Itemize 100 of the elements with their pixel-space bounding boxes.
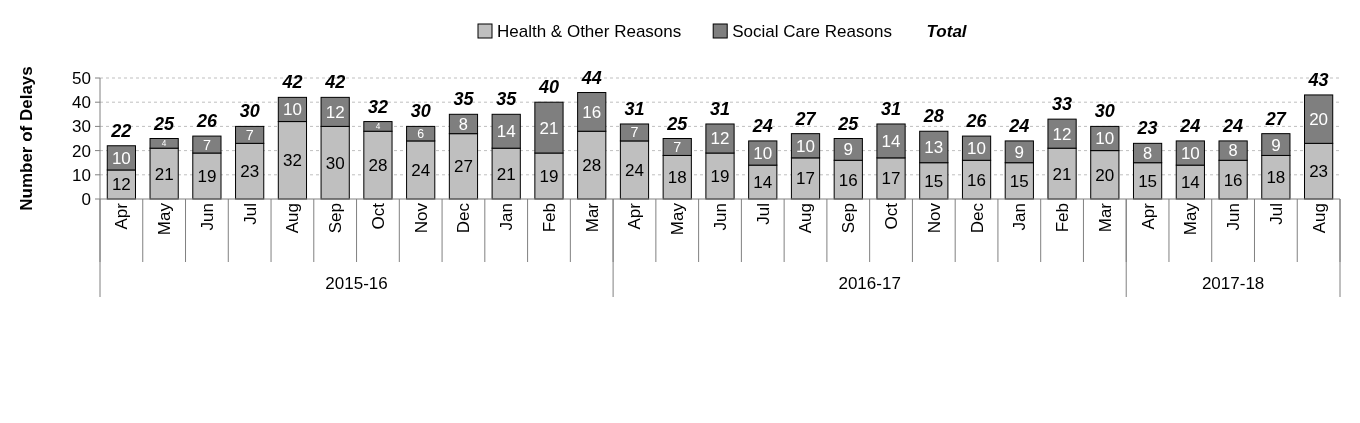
data-label: 12 — [1052, 124, 1072, 144]
x-tick-label: Jun — [1224, 203, 1244, 231]
data-label: 4 — [161, 139, 167, 149]
data-label: 15 — [924, 171, 944, 191]
x-tick-label: Dec — [967, 202, 987, 234]
data-label: 8 — [458, 114, 469, 133]
y-tick-label: 20 — [72, 141, 91, 161]
data-label: 16 — [838, 170, 858, 190]
total-label: 25 — [153, 113, 176, 134]
data-label: 18 — [1266, 168, 1286, 188]
total-label: 28 — [922, 106, 944, 127]
total-label: 27 — [794, 108, 817, 129]
data-label: 20 — [1309, 110, 1329, 130]
data-label: 28 — [582, 156, 602, 176]
total-label: 44 — [580, 67, 602, 88]
data-label: 14 — [753, 173, 773, 193]
data-label: 10 — [1180, 143, 1200, 163]
data-label: 18 — [667, 168, 687, 188]
total-label: 24 — [1008, 115, 1030, 136]
x-tick-label: Jul — [753, 203, 773, 225]
total-label: 26 — [965, 111, 988, 132]
y-tick-label: 10 — [72, 165, 91, 185]
data-label: 14 — [1180, 173, 1200, 193]
x-tick-label: Nov — [411, 202, 431, 234]
x-tick-label: Oct — [368, 202, 388, 230]
total-label: 42 — [324, 72, 346, 93]
data-label: 17 — [796, 169, 815, 189]
x-tick-label: Apr — [112, 202, 132, 230]
x-tick-label: Apr — [1138, 202, 1158, 230]
x-tick-label: Apr — [625, 202, 645, 230]
y-tick-label: 0 — [81, 189, 91, 209]
x-tick-label: May — [668, 202, 688, 236]
legend-label: Health & Other Reasons — [497, 21, 682, 41]
total-label: 43 — [1307, 69, 1329, 90]
data-label: 16 — [967, 170, 987, 190]
data-label: 23 — [1309, 162, 1329, 182]
total-label: 40 — [537, 77, 559, 98]
data-label: 30 — [325, 153, 345, 173]
data-label: 24 — [625, 160, 644, 180]
x-tick-label: Aug — [1309, 203, 1329, 234]
data-label: 16 — [582, 102, 602, 122]
data-label: 9 — [1271, 135, 1281, 155]
data-label: 12 — [710, 129, 730, 149]
x-tick-label: Aug — [283, 203, 303, 234]
data-label: 10 — [796, 136, 815, 156]
x-tick-label: Mar — [582, 202, 602, 233]
total-label: 25 — [666, 113, 689, 134]
y-tick-label: 40 — [72, 93, 91, 113]
data-label: 10 — [1095, 129, 1115, 149]
data-label: 7 — [673, 139, 682, 156]
total-label: 31 — [881, 98, 902, 119]
data-label: 20 — [1095, 165, 1115, 185]
data-label: 9 — [843, 140, 854, 160]
total-label: 42 — [281, 72, 303, 93]
data-label: 4 — [375, 122, 381, 132]
x-tick-label: Dec — [454, 202, 474, 234]
data-label: 10 — [111, 148, 131, 168]
total-label: 33 — [1052, 94, 1073, 115]
x-tick-label: Jun — [197, 203, 217, 231]
data-label: 10 — [967, 139, 987, 159]
data-label: 19 — [710, 166, 730, 186]
total-label: 22 — [110, 120, 132, 141]
x-tick-label: May — [155, 202, 175, 236]
x-tick-label: Aug — [796, 203, 816, 234]
data-label: 27 — [453, 157, 473, 177]
data-label: 12 — [111, 175, 131, 195]
data-label: 14 — [496, 122, 516, 142]
data-label: 19 — [539, 166, 559, 186]
x-tick-label: May — [1181, 202, 1201, 236]
data-label: 9 — [1014, 142, 1025, 162]
data-label: 15 — [1138, 171, 1158, 191]
x-tick-label: Sep — [326, 203, 346, 234]
x-tick-label: Jun — [710, 203, 730, 231]
total-label: 24 — [1222, 115, 1244, 136]
data-label: 14 — [881, 131, 901, 151]
total-label: 31 — [709, 98, 731, 119]
x-tick-label: Jul — [240, 203, 260, 225]
total-label: 31 — [624, 98, 645, 119]
total-label: 30 — [239, 101, 260, 122]
data-label: 21 — [496, 164, 516, 184]
total-label: 27 — [1264, 108, 1287, 129]
data-label: 19 — [197, 166, 217, 186]
data-label: 12 — [325, 102, 345, 122]
data-label: 24 — [411, 160, 431, 180]
legend-label: Social Care Reasons — [732, 21, 892, 41]
total-label: 24 — [751, 115, 773, 136]
data-label: 21 — [1052, 164, 1072, 184]
data-label: 23 — [240, 162, 260, 182]
data-label: 15 — [1009, 171, 1029, 191]
data-label: 16 — [1223, 170, 1243, 190]
y-tick-label: 50 — [72, 68, 91, 88]
data-label: 21 — [539, 118, 559, 138]
total-label: 23 — [1136, 118, 1158, 139]
text: Total — [926, 21, 968, 41]
x-tick-label: Jul — [1266, 203, 1286, 225]
total-label: 35 — [453, 89, 475, 110]
data-label: 13 — [924, 137, 944, 157]
data-label: 17 — [881, 169, 901, 189]
total-label: 35 — [496, 89, 518, 110]
text: 2016-17 — [838, 274, 901, 293]
